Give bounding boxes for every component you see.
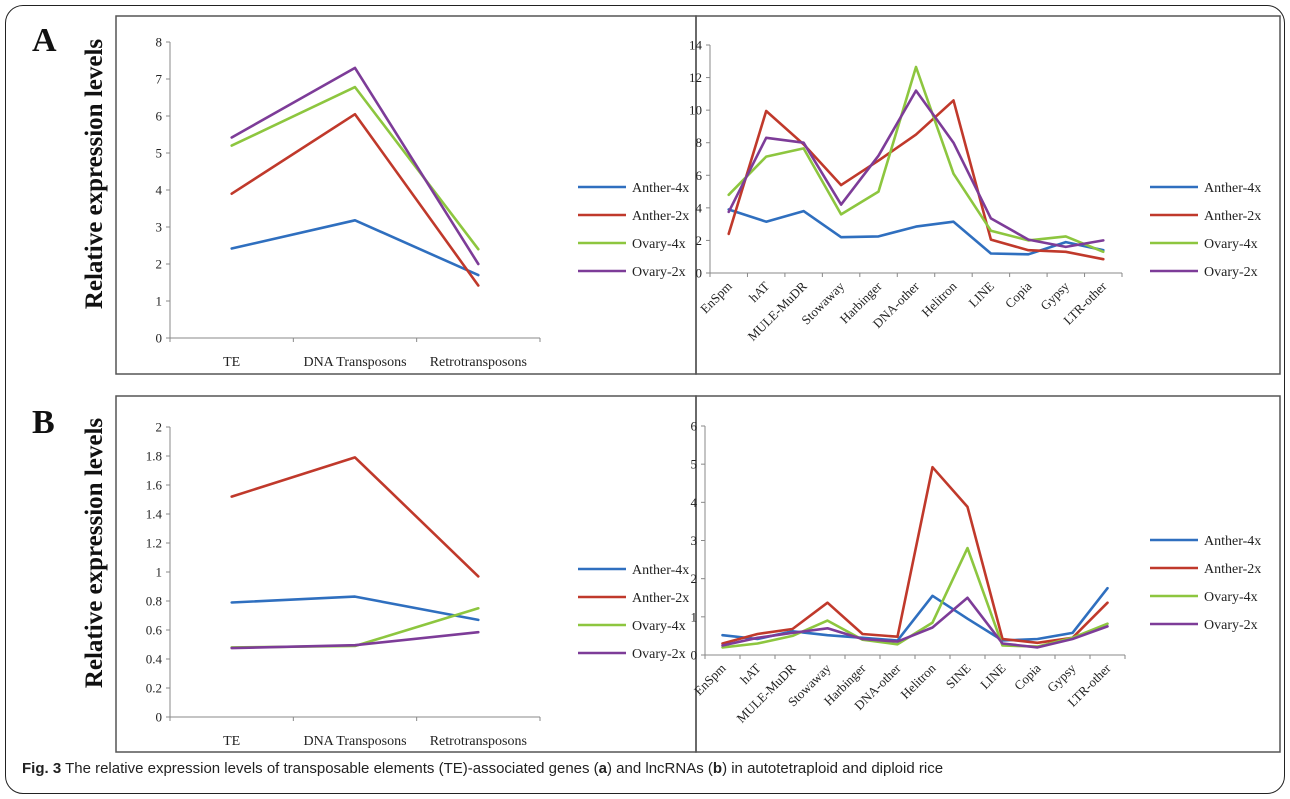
legend-label-anther-4x: Anther-4x (632, 181, 689, 196)
y-tick-label: 6 (696, 168, 703, 183)
caption-text-1: The relative expression levels of transp… (61, 760, 599, 777)
y-tick-label: 8 (696, 135, 703, 150)
panel-box-2 (695, 15, 1281, 375)
y-tick-label: 2 (156, 420, 163, 435)
series-line-ovary-2x (721, 596, 1109, 649)
y-tick-label: 4 (691, 495, 698, 510)
y-tick-label: 3 (156, 220, 163, 235)
caption-a: a (598, 760, 608, 777)
figure-frame (5, 5, 1285, 794)
y-tick-label: 4 (696, 200, 703, 215)
y-tick-label: 0.4 (146, 652, 163, 667)
legend-label-anther-2x: Anther-2x (1204, 562, 1261, 577)
series-line-ovary-2x (230, 66, 480, 266)
x-category-label: DNA Transposons (303, 355, 406, 370)
y-tick-label: 1.6 (146, 478, 163, 493)
caption-text-3: ) in autotetraploid and diploid rice (722, 760, 944, 777)
y-tick-label: 0 (696, 266, 703, 281)
series-line-anther-4x (727, 208, 1105, 256)
y-tick-label: 2 (696, 233, 703, 248)
x-category-label: LINE (977, 660, 1009, 692)
y-tick-label: 0 (156, 331, 163, 346)
y-tick-label: 10 (689, 103, 702, 118)
y-tick-label: 12 (689, 70, 702, 85)
legend-label-ovary-4x: Ovary-4x (1204, 590, 1258, 605)
y-tick-label: 1 (156, 294, 163, 309)
y-tick-label: 4 (156, 183, 163, 198)
x-category-label: Copia (1002, 278, 1035, 311)
legend-label-ovary-2x: Ovary-2x (632, 265, 686, 280)
x-category-label: Retrotransposons (430, 355, 527, 370)
y-tick-label: 1.8 (146, 449, 162, 464)
y-tick-label: 3 (691, 533, 698, 548)
legend-label-ovary-4x: Ovary-4x (1204, 237, 1258, 252)
panel-letter-b: B (32, 404, 55, 441)
y-tick-label: 2 (691, 571, 698, 586)
legend-label-ovary-4x: Ovary-4x (632, 619, 686, 634)
y-tick-label: 7 (156, 72, 163, 87)
y-tick-label: 0.6 (146, 623, 163, 638)
y-tick-label: 14 (689, 38, 703, 53)
legend-label-anther-4x: Anther-4x (1204, 534, 1261, 549)
series-line-ovary-4x (721, 546, 1109, 649)
figure-caption: Fig. 3 The relative expression levels of… (22, 760, 1272, 777)
x-category-label: LINE (965, 278, 997, 310)
x-category-label: SINE (943, 660, 974, 691)
x-category-label: Copia (1011, 660, 1044, 693)
caption-text-2: ) and lncRNAs ( (607, 760, 713, 777)
x-category-label: EnSpm (697, 279, 735, 317)
y-tick-label: 1.2 (146, 536, 162, 551)
y-tick-label: 5 (156, 146, 163, 161)
y-tick-label: 8 (156, 35, 163, 50)
y-tick-label: 0 (691, 648, 698, 663)
y-tick-label: 1 (691, 609, 698, 624)
x-category-label: TE (223, 734, 240, 749)
y-tick-label: 0.8 (146, 594, 162, 609)
x-category-label: Gypsy (1037, 278, 1072, 313)
legend-label-ovary-2x: Ovary-2x (1204, 265, 1258, 280)
legend-label-anther-2x: Anther-2x (1204, 209, 1261, 224)
series-line-anther-2x (727, 99, 1105, 261)
y-tick-label: 5 (691, 457, 698, 472)
y-tick-label: 0.2 (146, 681, 162, 696)
series-line-anther-4x (230, 595, 480, 622)
x-category-label: Helitron (918, 278, 960, 320)
series-line-anther-2x (721, 465, 1109, 645)
panel-box-3 (115, 395, 697, 753)
y-tick-label: 2 (156, 257, 163, 272)
y-tick-label: 0 (156, 710, 163, 725)
y-tick-label: 1 (156, 565, 163, 580)
legend-label-ovary-2x: Ovary-2x (632, 647, 686, 662)
series-line-ovary-2x (230, 630, 480, 650)
legend-label-ovary-4x: Ovary-4x (632, 237, 686, 252)
y-tick-label: 6 (156, 109, 163, 124)
series-line-ovary-2x (727, 89, 1105, 249)
x-category-label: hAT (737, 660, 763, 686)
x-category-label: Helitron (897, 660, 939, 702)
series-line-anther-4x (230, 219, 480, 277)
legend-label-anther-2x: Anther-2x (632, 209, 689, 224)
x-category-label: hAT (746, 278, 772, 304)
series-line-anther-2x (230, 112, 480, 287)
x-category-label: Retrotransposons (430, 734, 527, 749)
x-category-label: DNA Transposons (303, 734, 406, 749)
x-category-label: TE (223, 355, 240, 370)
legend-label-anther-4x: Anther-4x (632, 563, 689, 578)
series-line-anther-2x (230, 456, 480, 578)
panel-box-1 (115, 15, 697, 375)
series-line-ovary-4x (727, 65, 1105, 254)
legend-label-ovary-2x: Ovary-2x (1204, 618, 1258, 633)
y-tick-label: 6 (691, 419, 698, 434)
caption-fig-label: Fig. 3 (22, 760, 62, 777)
legend-label-anther-2x: Anther-2x (632, 591, 689, 606)
panel-letter-a: A (32, 22, 57, 59)
legend-label-anther-4x: Anther-4x (1204, 181, 1261, 196)
series-line-ovary-4x (230, 85, 480, 251)
y-tick-label: 1.4 (146, 507, 163, 522)
panel-box-4 (695, 395, 1281, 753)
caption-b: b (712, 760, 723, 777)
